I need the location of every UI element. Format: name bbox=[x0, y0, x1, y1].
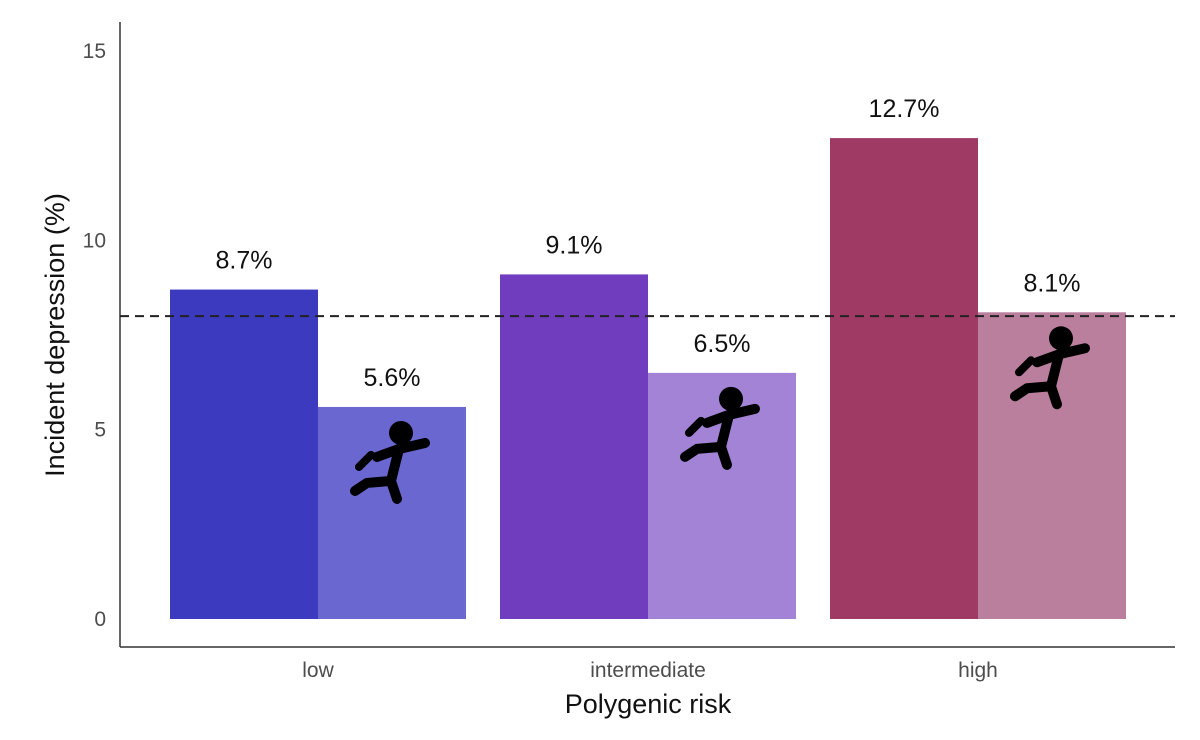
y-tick-label: 15 bbox=[83, 40, 106, 63]
data-label: 6.5% bbox=[694, 330, 751, 358]
bar-high-inactive bbox=[830, 138, 978, 620]
y-tick-label: 0 bbox=[94, 608, 106, 631]
category-label: intermediate bbox=[590, 659, 706, 682]
bar-intermediate-active bbox=[648, 372, 796, 619]
data-label: 5.6% bbox=[364, 364, 421, 392]
data-label: 12.7% bbox=[869, 95, 940, 123]
bar-low-inactive bbox=[170, 289, 318, 619]
running-person-icon bbox=[1010, 326, 1090, 410]
bar-low-active bbox=[318, 406, 466, 619]
bar-intermediate-inactive bbox=[500, 274, 648, 619]
data-label: 8.1% bbox=[1024, 269, 1081, 297]
bars bbox=[170, 138, 1126, 620]
category-labels: low intermediate high bbox=[302, 659, 998, 682]
y-tick-label: 5 bbox=[94, 419, 106, 442]
running-person-icon bbox=[350, 420, 430, 504]
x-axis-title: Polygenic risk bbox=[565, 689, 732, 719]
data-labels: 8.7% 5.6% 9.1% 6.5% 12.7% 8.1% bbox=[216, 95, 1081, 392]
category-label: low bbox=[302, 659, 334, 682]
running-person-icon bbox=[680, 386, 760, 470]
data-label: 8.7% bbox=[216, 247, 273, 275]
y-axis-title: Incident depression (%) bbox=[40, 193, 70, 477]
category-label: high bbox=[958, 659, 998, 682]
data-label: 9.1% bbox=[546, 231, 603, 259]
y-tick-labels: 0 5 10 15 bbox=[83, 40, 106, 631]
y-tick-label: 10 bbox=[83, 229, 106, 252]
icons bbox=[350, 326, 1090, 504]
